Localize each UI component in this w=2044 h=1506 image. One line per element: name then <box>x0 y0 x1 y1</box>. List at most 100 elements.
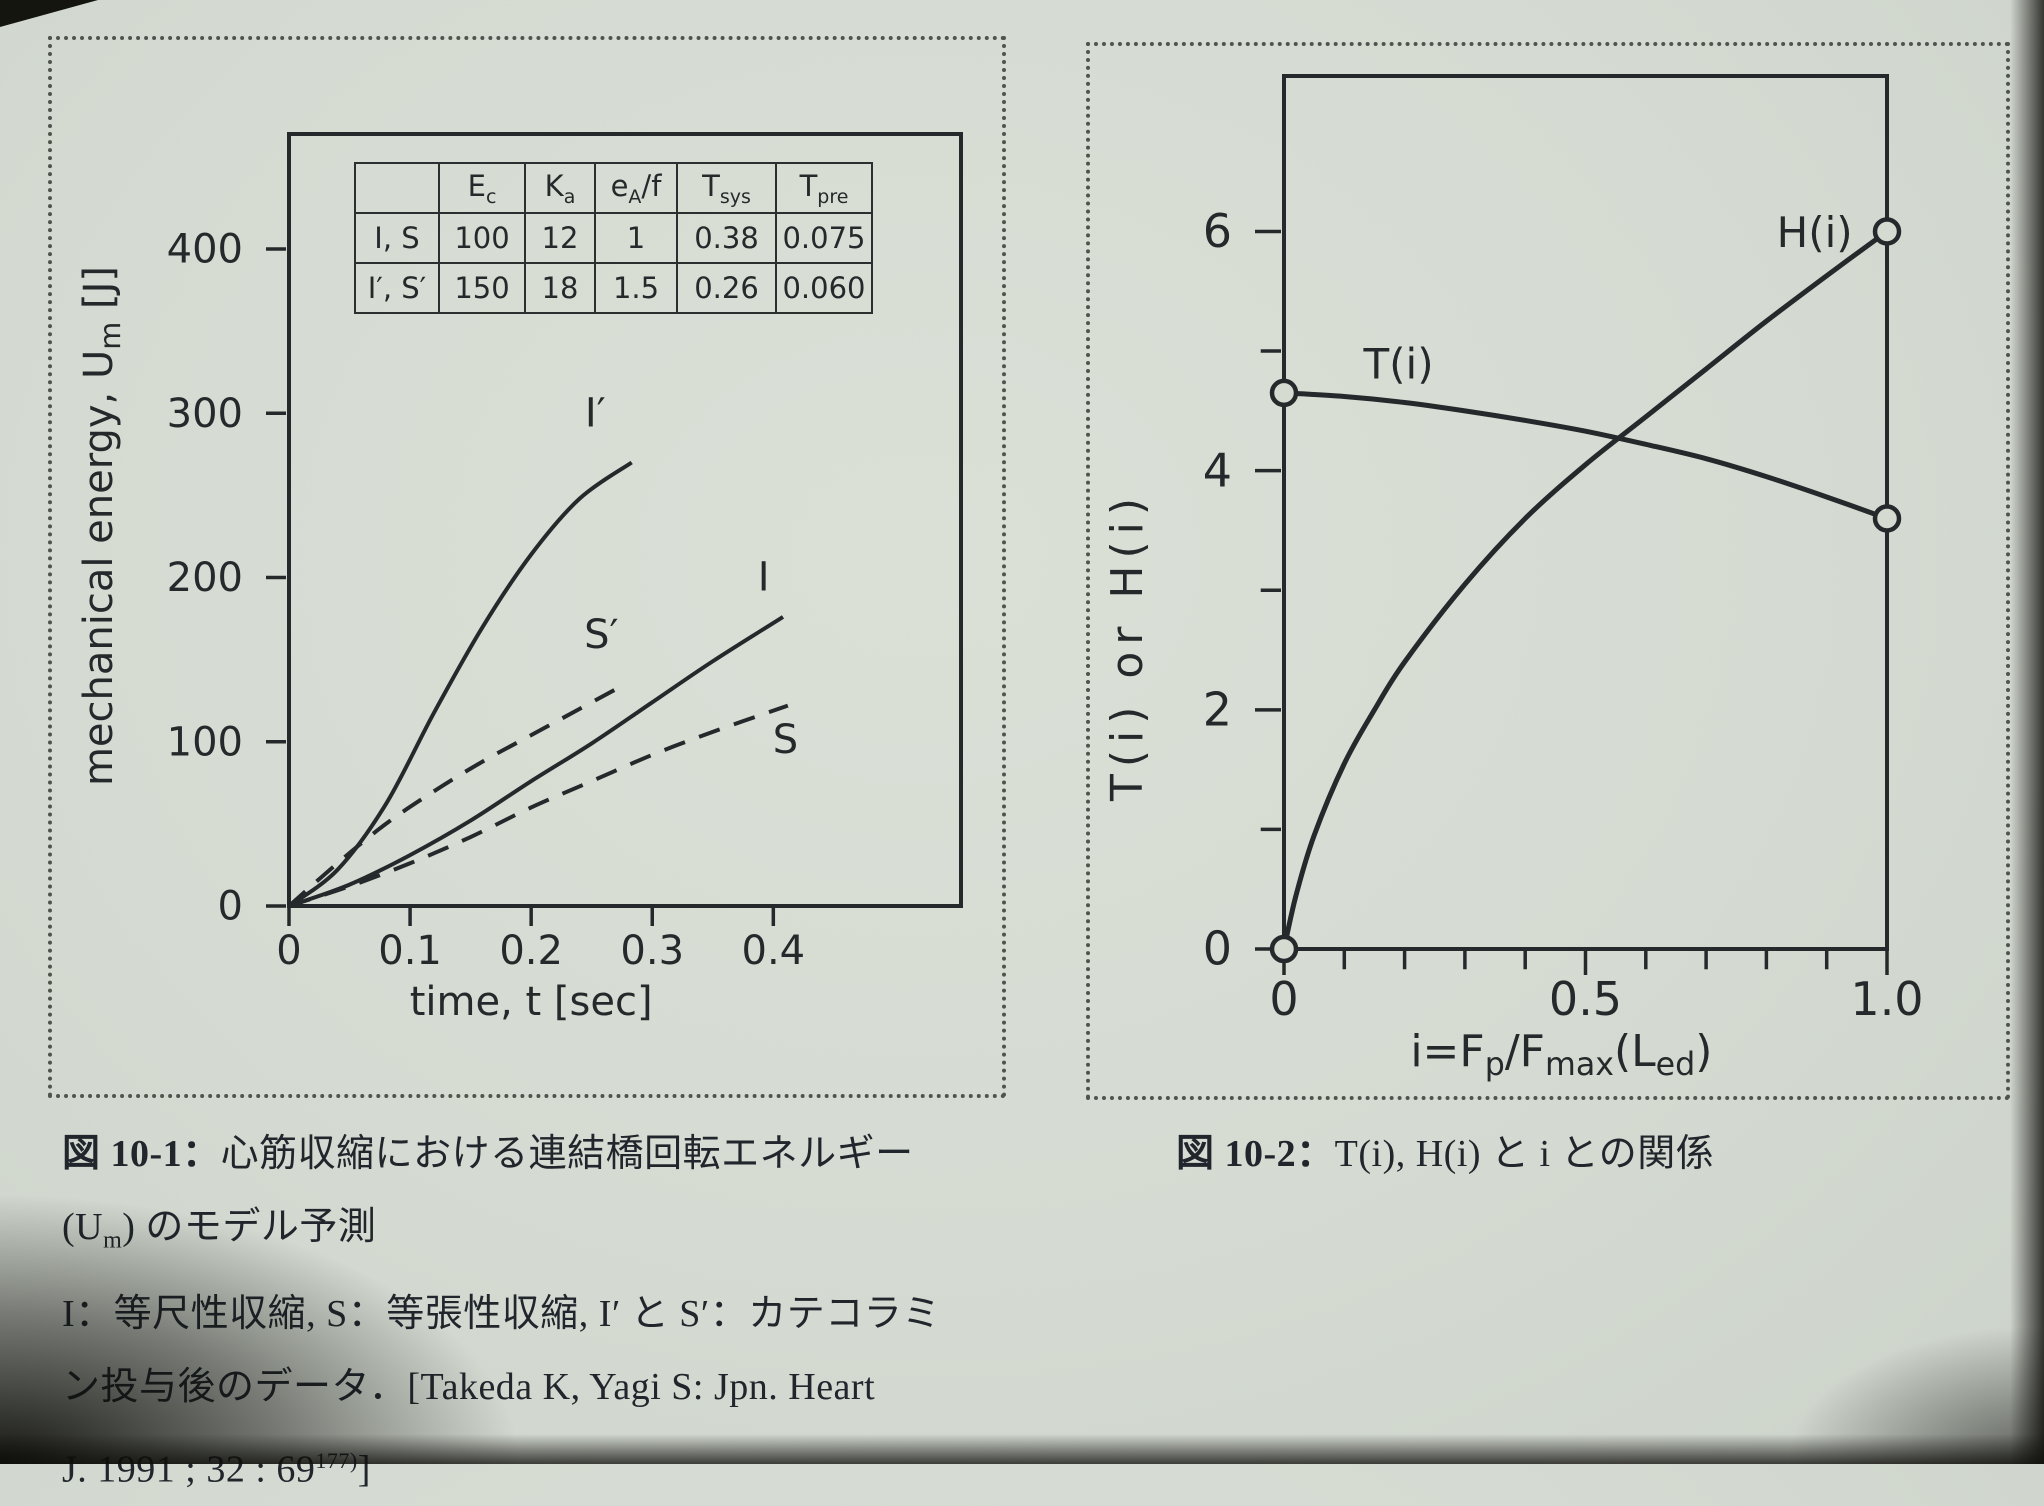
table-cell: 0.075 <box>775 212 873 264</box>
x-tick-label: 0.1 <box>378 928 442 974</box>
ti-hi-chart: 0 0.5 1.0 0 2 4 6 T(i) H(i) i=Fp/Fmax(Led) T(i) or… <box>1102 74 1924 1083</box>
text-segment: m <box>103 1227 123 1254</box>
text-segment: 心筋収縮における連結橋回転エネルギー <box>220 1133 914 1175</box>
x-tick-label: 0 <box>276 928 301 974</box>
text-segment: c <box>485 185 497 208</box>
table-cell: I′, S′ <box>354 262 440 314</box>
x-tick-label: 0.3 <box>620 928 684 974</box>
caption-line: ン投与後のデータ．[Takeda K, Yagi S: Jpn. Heart <box>62 1351 1062 1424</box>
text-segment: /f <box>641 168 662 203</box>
caption-line: 図 10-2：T(i), H(i) と i との関係 <box>1176 1118 2016 1191</box>
y-tick-label: 100 <box>167 719 243 765</box>
text-segment: J. 1991 ; 32 : 69 <box>62 1448 316 1491</box>
text-segment: T(i), H(i) と i との関係 <box>1334 1133 1715 1175</box>
text-segment: sys <box>719 185 751 208</box>
table-cell: 0.38 <box>676 212 777 264</box>
scan-shadow-top-left-corner <box>0 0 98 27</box>
x-tick-label: 0.4 <box>742 928 806 974</box>
text-segment: pre <box>817 185 849 208</box>
y-tick-label: 6 <box>1203 204 1232 258</box>
caption-line: (Um) のモデル予測 <box>62 1191 1062 1278</box>
figure-2-panel: 0 0.5 1.0 0 2 4 6 T(i) H(i) i=Fp/Fmax(Led) T(i) or… <box>1086 42 2010 1100</box>
table-cell: 12 <box>524 212 596 264</box>
text-segment: (U <box>62 1206 104 1248</box>
text-segment: A <box>628 185 642 208</box>
table-cell: 0.26 <box>676 262 777 314</box>
scan-shadow-bottom-right <box>1784 1324 2044 1464</box>
x-axis-label: time, t [sec] <box>410 979 653 1025</box>
figure-1-caption: 図 10-1：心筋収縮における連結橋回転エネルギー (Um) のモデル予測 I：… <box>62 1118 1062 1506</box>
y-tick-label: 200 <box>167 555 243 601</box>
text-segment: T <box>702 168 720 203</box>
y-tick-label: 300 <box>167 391 243 437</box>
table-row: I′, S′ 150 18 1.5 0.26 0.060 <box>354 262 873 314</box>
text-segment: ン投与後のデータ．[Takeda K, Yagi S: Jpn. Heart <box>62 1365 876 1408</box>
y-axis-label: mechanical energy, Um [J] <box>76 266 127 786</box>
series-label: S <box>773 717 798 763</box>
caption-line: J. 1991 ; 32 : 69177)] <box>62 1424 1062 1506</box>
text-segment: 図 10-2： <box>1176 1133 1335 1175</box>
text-segment: 177) <box>315 1447 358 1473</box>
series-label: S′ <box>584 612 618 658</box>
plot-frame <box>1282 74 1889 951</box>
text-segment: K <box>544 168 564 203</box>
text-segment: E <box>467 168 486 203</box>
text-segment: ] <box>357 1448 371 1491</box>
caption-line: I：等尺性収縮, S：等張性収縮, I′ と S′：カテコラミ <box>62 1278 1062 1351</box>
figure-2-content: 0 0.5 1.0 0 2 4 6 T(i) H(i) i=Fp/Fmax(Led) T(i) or… <box>1090 46 2006 1096</box>
y-tick-label: 2 <box>1203 682 1232 736</box>
parameter-table: Ec Ka eA/f Tsys Tpre I, S 100 12 1 0.38 0.075 I′, … <box>354 162 873 314</box>
series-S-curve <box>287 684 623 908</box>
table-header-cell: Tsys <box>676 162 777 214</box>
text-segment: T <box>799 168 818 203</box>
data-point-marker <box>1269 378 1299 408</box>
table-header-row: Ec Ka eA/f Tsys Tpre <box>354 162 873 214</box>
series-label: H(i) <box>1777 208 1853 257</box>
y-tick-label: 0 <box>218 884 243 930</box>
table-cell: I, S <box>354 212 440 264</box>
data-point-marker <box>1269 934 1299 964</box>
text-segment: ) のモデル予測 <box>122 1206 377 1248</box>
series-I-curve <box>288 615 785 908</box>
plot-frame <box>287 132 963 908</box>
scan-shadow-right-edge <box>2010 0 2044 1464</box>
y-tick-label: 4 <box>1203 443 1232 497</box>
table-header-cell: Ka <box>524 162 596 214</box>
x-tick-label: 1.0 <box>1850 972 1923 1026</box>
x-tick-label: 0 <box>1269 972 1298 1026</box>
table-cell: 18 <box>524 262 596 314</box>
table-cell: 1 <box>594 212 678 264</box>
table-cell: 100 <box>438 212 526 264</box>
series-label: I <box>758 555 770 601</box>
y-axis-label: T(i) or H(i) <box>1102 491 1153 802</box>
series-label: I′ <box>585 390 606 436</box>
text-segment: a <box>563 185 576 208</box>
series-label: T(i) <box>1363 340 1434 389</box>
table-header-cell: Ec <box>438 162 526 214</box>
text-segment: e <box>610 168 629 203</box>
x-tick-label: 0.2 <box>499 928 563 974</box>
table-row: I, S 100 12 1 0.38 0.075 <box>354 212 873 264</box>
y-tick-label: 400 <box>167 227 243 273</box>
series-Hi-curve <box>1281 229 1889 950</box>
series-I-curve <box>287 460 633 908</box>
y-tick-label: 0 <box>1203 922 1232 976</box>
figure-2-caption: 図 10-2：T(i), H(i) と i との関係 <box>1176 1118 2016 1191</box>
table-cell: 150 <box>438 262 526 314</box>
table-header-cell: eA/f <box>594 162 678 214</box>
text-segment: I：等尺性収縮, S：等張性収縮, I′ と S′：カテコラミ <box>62 1292 941 1335</box>
data-point-marker <box>1872 217 1902 246</box>
series-Ti-curve <box>1283 390 1888 521</box>
x-axis-label: i=Fp/Fmax(Led) <box>1410 1026 1712 1083</box>
table-cell: 1.5 <box>594 262 678 314</box>
x-tick-label: 0.5 <box>1549 972 1622 1026</box>
data-point-marker <box>1872 504 1902 533</box>
table-header-cell: Tpre <box>775 162 873 214</box>
series-S-curve <box>288 703 789 908</box>
table-cell: 0.060 <box>775 262 873 314</box>
text-segment: 図 10-1： <box>62 1133 221 1175</box>
